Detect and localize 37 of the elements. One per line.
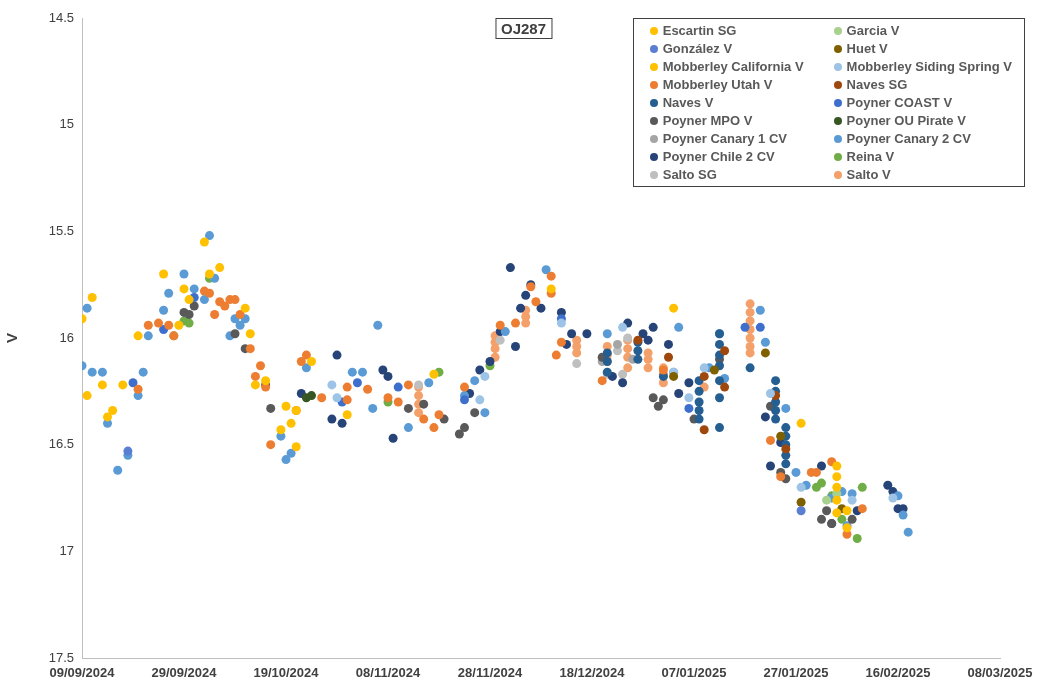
- x-tick-label: 18/12/2024: [559, 665, 626, 681]
- y-axis-title: V: [3, 332, 21, 344]
- chart-title: OJ287: [494, 18, 553, 39]
- legend-label: Poyner Chile 2 CV: [662, 149, 775, 164]
- legend-label: Poyner COAST V: [846, 95, 953, 110]
- x-tick-label: 19/10/2024: [253, 665, 320, 681]
- legend-label: Poyner OU Pirate V: [846, 113, 966, 128]
- legend-label: Mobberley California V: [662, 59, 804, 74]
- legend-label: González V: [662, 41, 733, 56]
- legend-label: Salto SG: [662, 167, 717, 182]
- legend-label: Poyner Canary 2 CV: [846, 131, 971, 146]
- x-tick-label: 29/09/2024: [151, 665, 218, 681]
- y-tick-label: 15: [59, 116, 74, 132]
- legend-label: Mobberley Siding Spring V: [846, 59, 1012, 74]
- y-tick-label: 16: [59, 329, 74, 345]
- y-tick-label: 17.5: [48, 649, 74, 665]
- legend-label: Naves V: [662, 95, 714, 110]
- legend-label: Reina V: [846, 149, 895, 164]
- legend-label: Naves SG: [846, 77, 908, 92]
- y-tick-label: 16.5: [48, 436, 74, 452]
- y-tick-label: 15.5: [48, 222, 74, 238]
- x-tick-label: 27/01/2025: [763, 665, 829, 681]
- x-tick-label: 09/09/2024: [49, 665, 116, 681]
- x-tick-label: 07/01/2025: [661, 665, 727, 681]
- x-tick-label: 08/11/2024: [355, 665, 421, 681]
- x-tick-label: 08/03/2025: [967, 665, 1033, 681]
- x-tick-label: 28/11/2024: [457, 665, 523, 681]
- legend-label: Huet V: [846, 41, 888, 56]
- legend-label: Mobberley Utah V: [662, 77, 773, 92]
- legend-label: Poyner MPO V: [662, 113, 753, 128]
- legend-label: Poyner Canary 1 CV: [662, 131, 787, 146]
- y-tick-label: 14.5: [48, 9, 74, 25]
- y-tick-label: 17: [59, 542, 74, 558]
- legend-label: Garcia V: [846, 23, 900, 38]
- x-tick-label: 16/02/2025: [865, 665, 931, 681]
- legend-label: Escartin SG: [662, 23, 737, 38]
- legend-label: Salto V: [846, 167, 891, 182]
